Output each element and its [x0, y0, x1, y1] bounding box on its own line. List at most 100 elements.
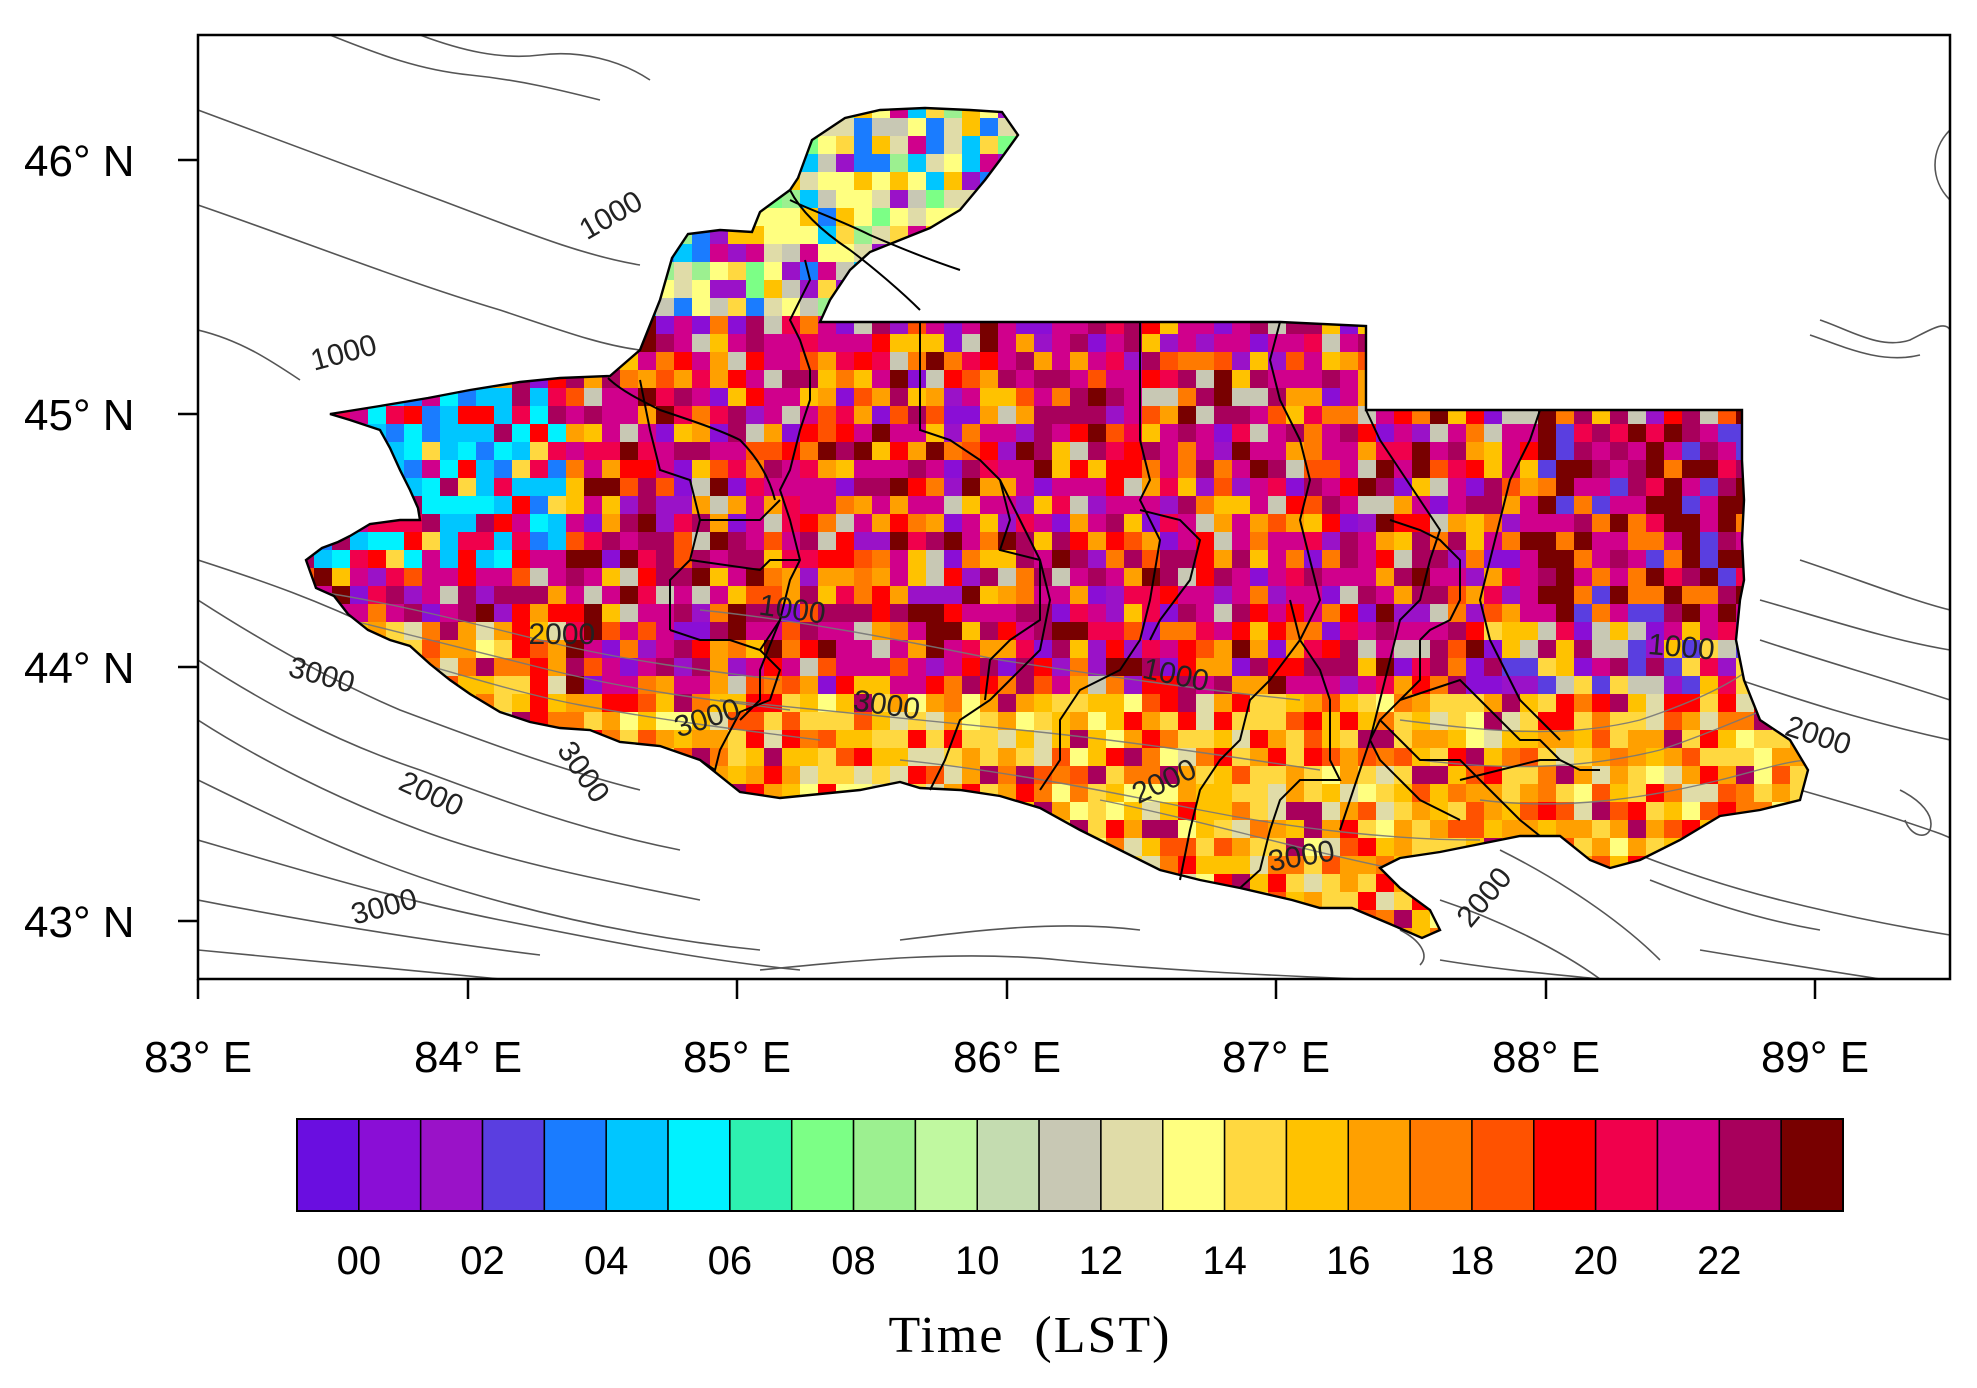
- field-cell: [1556, 586, 1575, 605]
- field-cell: [440, 532, 459, 551]
- field-cell: [1430, 658, 1449, 677]
- field-cell: [926, 118, 945, 137]
- field-cell: [1286, 730, 1305, 749]
- field-cell: [764, 658, 783, 677]
- field-cell: [1340, 802, 1359, 821]
- field-cell: [908, 424, 927, 443]
- field-cell: [692, 586, 711, 605]
- colorbar-swatch: [1594, 1118, 1659, 1212]
- field-cell: [674, 298, 693, 317]
- field-cell: [1628, 622, 1647, 641]
- field-cell: [980, 108, 999, 119]
- field-cell: [1430, 514, 1449, 533]
- field-cell: [306, 550, 315, 569]
- field-cell: [926, 370, 945, 389]
- field-cell: [1286, 460, 1305, 479]
- field-cell: [440, 406, 459, 425]
- field-cell: [1268, 640, 1287, 659]
- field-cell: [1304, 514, 1323, 533]
- field-cell: [1538, 640, 1557, 659]
- field-cell: [1250, 820, 1269, 839]
- field-cell: [1304, 550, 1323, 569]
- field-cell: [1682, 748, 1701, 767]
- field-cell: [1070, 496, 1089, 515]
- field-cell: [1232, 352, 1251, 371]
- field-cell: [800, 496, 819, 515]
- field-cell: [836, 604, 855, 623]
- field-cell: [422, 424, 441, 443]
- field-cell: [1304, 622, 1323, 641]
- field-cell: [1592, 730, 1611, 749]
- field-cell: [1286, 820, 1305, 839]
- field-cell: [1502, 640, 1521, 659]
- field-cell: [1448, 820, 1467, 839]
- field-cell: [1484, 820, 1503, 839]
- field-cell: [1718, 460, 1737, 479]
- field-cell: [1088, 334, 1107, 353]
- field-cell: [980, 748, 999, 767]
- field-cell: [926, 694, 945, 713]
- field-cell: [782, 442, 801, 461]
- field-cell: [1142, 352, 1161, 371]
- field-cell: [422, 586, 441, 605]
- field-cell: [1700, 460, 1719, 479]
- field-cell: [1196, 568, 1215, 587]
- field-cell: [926, 568, 945, 587]
- field-cell: [1574, 640, 1593, 659]
- field-cell: [1682, 604, 1701, 623]
- field-cell: [566, 622, 585, 641]
- field-cell: [1268, 460, 1287, 479]
- field-cell: [818, 190, 837, 209]
- field-cell: [872, 154, 891, 173]
- field-cell: [620, 442, 639, 461]
- field-cell: [548, 460, 567, 479]
- field-cell: [1574, 550, 1593, 569]
- field-cell: [692, 244, 711, 263]
- field-cell: [1196, 460, 1215, 479]
- field-cell: [890, 478, 909, 497]
- field-cell: [692, 712, 711, 731]
- field-cell: [1142, 388, 1161, 407]
- field-cell: [998, 370, 1017, 389]
- field-cell: [1268, 496, 1287, 515]
- field-cell: [368, 550, 387, 569]
- field-cell: [1466, 694, 1485, 713]
- field-cell: [1232, 442, 1251, 461]
- field-cell: [692, 298, 711, 317]
- lon-label-87: 87° E: [1222, 1033, 1330, 1082]
- field-cell: [1394, 802, 1413, 821]
- field-cell: [782, 190, 801, 209]
- field-cell: [1592, 532, 1611, 551]
- field-cell: [1718, 550, 1737, 569]
- field-cell: [1628, 460, 1647, 479]
- field-cell: [1088, 748, 1107, 767]
- field-cell: [944, 352, 963, 371]
- field-cell: [1448, 586, 1467, 605]
- field-cell: [1160, 334, 1179, 353]
- field-cell: [890, 460, 909, 479]
- field-cell: [980, 496, 999, 515]
- field-cell: [908, 712, 927, 731]
- field-cell: [962, 136, 981, 155]
- field-cell: [1592, 478, 1611, 497]
- field-cell: [728, 406, 747, 425]
- field-cell: [584, 658, 603, 677]
- field-cell: [908, 586, 927, 605]
- field-cell: [710, 658, 729, 677]
- field-cell: [908, 406, 927, 425]
- field-cell: [602, 496, 621, 515]
- field-cell: [548, 496, 567, 515]
- field-cell: [1232, 496, 1251, 515]
- field-cell: [1394, 496, 1413, 515]
- field-cell: [1142, 478, 1161, 497]
- field-cell: [1160, 550, 1179, 569]
- field-cell: [782, 334, 801, 353]
- field-cell: [440, 460, 459, 479]
- field-cell: [476, 406, 495, 425]
- field-cell: [944, 514, 963, 533]
- field-cell: [926, 388, 945, 407]
- field-cell: [1214, 856, 1233, 875]
- field-cell: [692, 514, 711, 533]
- field-cell: [1250, 388, 1269, 407]
- field-cell: [1106, 532, 1125, 551]
